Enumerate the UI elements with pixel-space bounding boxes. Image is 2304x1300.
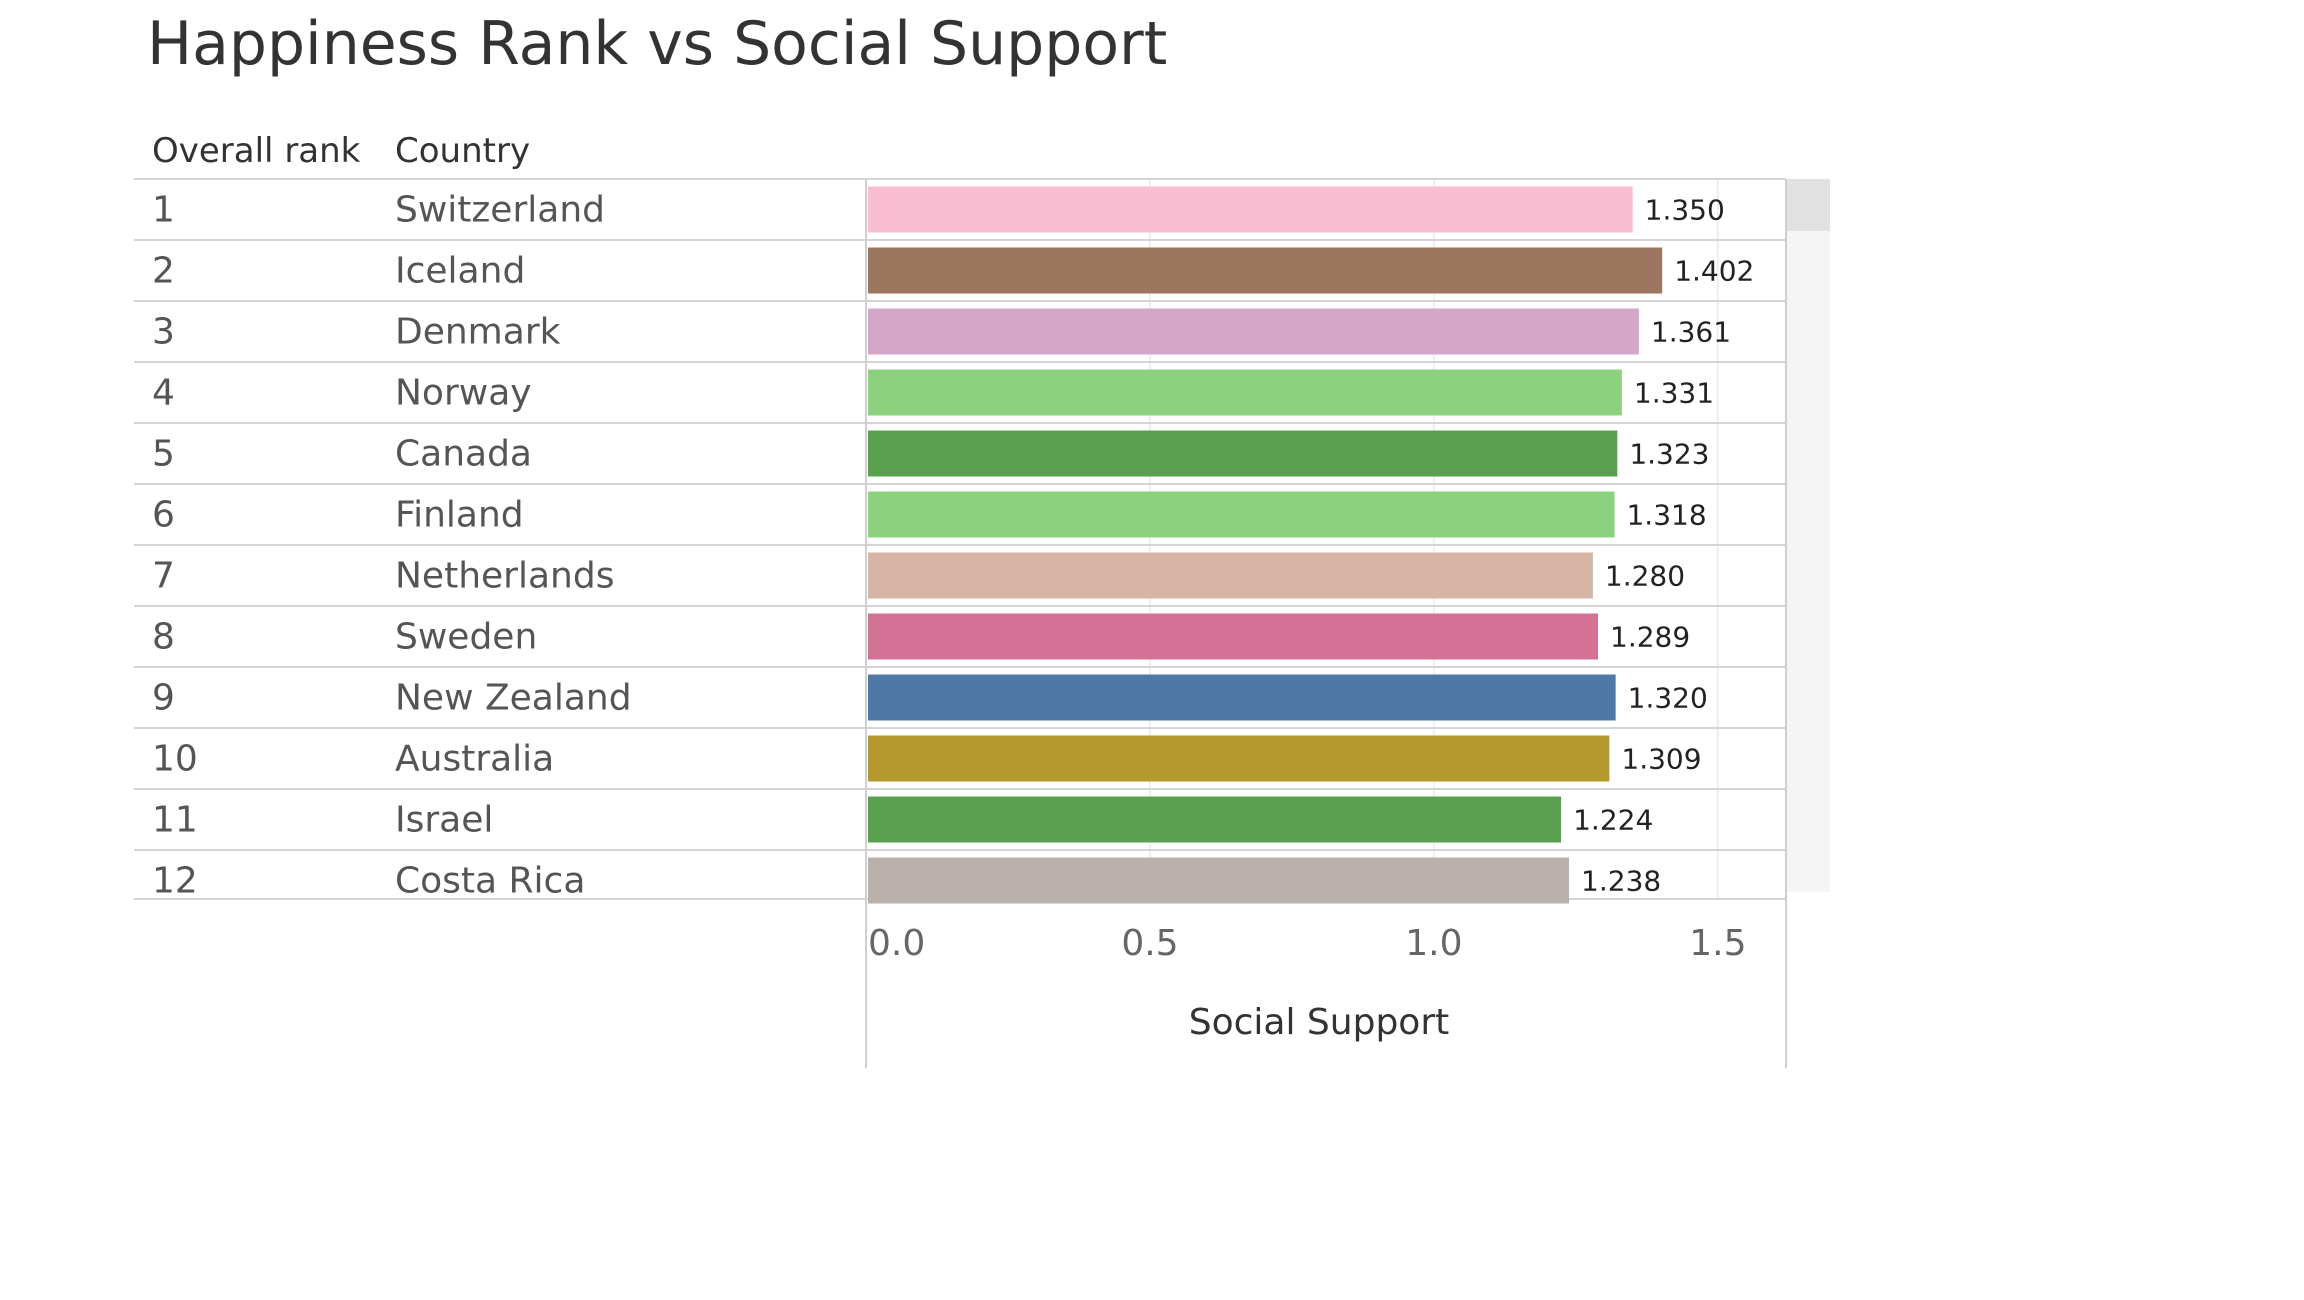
rank-label: 11 — [152, 800, 198, 841]
country-label: Canada — [395, 434, 532, 475]
country-label: Norway — [395, 373, 532, 414]
bar[interactable] — [868, 796, 1562, 843]
x-tick-label: 0.0 — [868, 923, 925, 964]
data-label: 1.361 — [1651, 316, 1731, 349]
chart-title: Happiness Rank vs Social Support — [147, 9, 1167, 79]
data-label: 1.280 — [1605, 560, 1685, 593]
bar[interactable] — [868, 613, 1599, 660]
rank-label: 4 — [152, 373, 175, 414]
country-label: Sweden — [395, 617, 537, 658]
bar[interactable] — [868, 430, 1618, 477]
country-label: New Zealand — [395, 678, 632, 719]
rank-label: 5 — [152, 434, 175, 475]
bar[interactable] — [868, 674, 1616, 721]
country-label: Finland — [395, 495, 524, 536]
rank-label: 3 — [152, 312, 175, 353]
x-axis: 0.0 0.5 1.0 1.5 — [865, 179, 1787, 1068]
country-label: Iceland — [395, 251, 525, 292]
data-label: 1.320 — [1628, 682, 1708, 715]
rank-label: 9 — [152, 678, 175, 719]
country-label: Denmark — [395, 312, 561, 353]
country-label: Costa Rica — [395, 861, 585, 902]
table-rows: 1 Switzerland 2 Iceland 3 Denmark 4 Norway 5 Cana… — [134, 178, 1786, 902]
x-tick-label: 1.5 — [1689, 923, 1746, 964]
country-label: Netherlands — [395, 556, 614, 597]
data-label: 1.323 — [1629, 438, 1709, 471]
bar[interactable] — [868, 857, 1570, 904]
rank-label: 7 — [152, 556, 175, 597]
bar[interactable] — [868, 308, 1639, 355]
column-header-overall-rank: Overall rank — [152, 131, 361, 171]
rank-label: 6 — [152, 495, 175, 536]
data-label: 1.331 — [1634, 377, 1714, 410]
bar[interactable] — [868, 247, 1663, 294]
bars: 1.350 1.402 1.361 1.331 1.323 1.318 1.280 1.289… — [868, 186, 1754, 904]
data-label: 1.238 — [1581, 865, 1661, 898]
data-label: 1.318 — [1626, 499, 1706, 532]
bar[interactable] — [868, 186, 1633, 233]
scrollbar-thumb[interactable] — [1786, 179, 1830, 231]
rank-label: 12 — [152, 861, 198, 902]
x-tick-label: 1.0 — [1405, 923, 1462, 964]
x-axis-title: Social Support — [1189, 1002, 1450, 1043]
rank-label: 10 — [152, 739, 198, 780]
country-label: Switzerland — [395, 190, 605, 231]
rank-label: 8 — [152, 617, 175, 658]
data-label: 1.309 — [1621, 743, 1701, 776]
country-label: Australia — [395, 739, 554, 780]
data-label: 1.224 — [1573, 804, 1653, 837]
bar[interactable] — [868, 735, 1610, 782]
bar[interactable] — [868, 552, 1593, 599]
country-label: Israel — [395, 800, 493, 841]
data-label: 1.350 — [1645, 194, 1725, 227]
data-label: 1.289 — [1610, 621, 1690, 654]
rank-label: 2 — [152, 251, 175, 292]
bar[interactable] — [868, 491, 1615, 538]
data-label: 1.402 — [1674, 255, 1754, 288]
x-tick-label: 0.5 — [1121, 923, 1178, 964]
rank-label: 1 — [152, 190, 175, 231]
column-header-country: Country — [395, 131, 530, 171]
bar[interactable] — [868, 369, 1622, 416]
scrollbar-track[interactable] — [1786, 179, 1830, 892]
